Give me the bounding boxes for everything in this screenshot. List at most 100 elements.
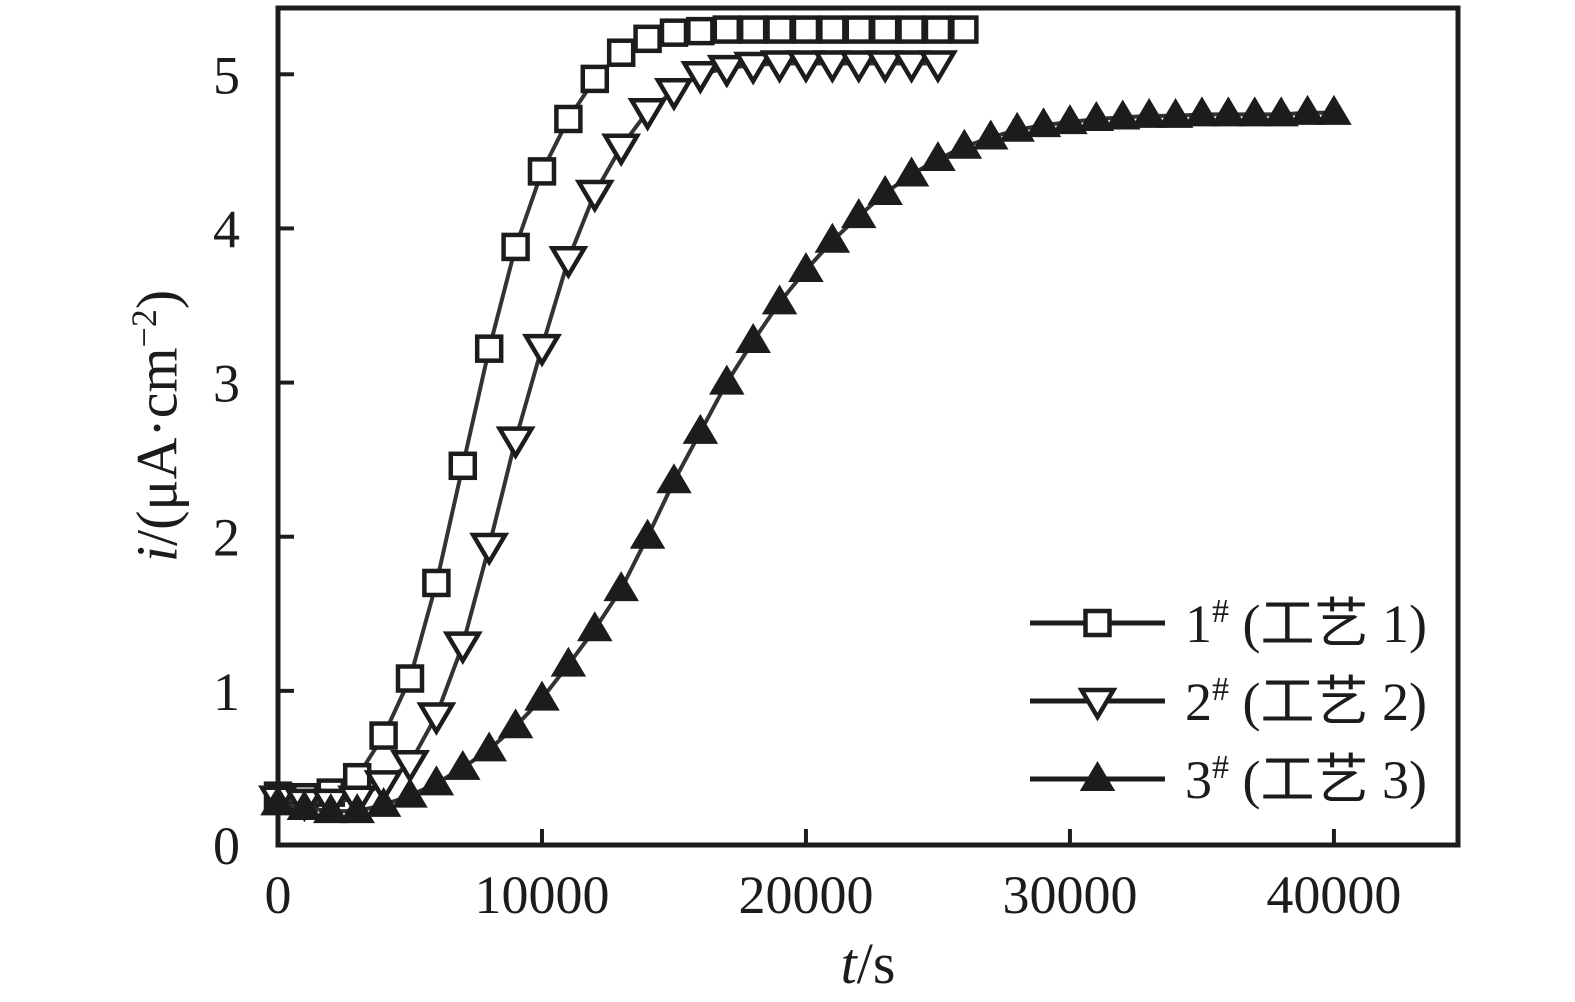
series-3-marker [867, 175, 903, 205]
series-3-marker [286, 790, 323, 821]
series-3-marker [709, 364, 745, 395]
y-tick-label-3: 3 [213, 354, 240, 414]
y-tick-label-5: 5 [213, 45, 240, 105]
series-3-marker [735, 322, 771, 353]
series-1-marker [791, 15, 821, 44]
series-2-marker [469, 532, 510, 567]
series-3 [260, 94, 1352, 824]
series-3-marker [445, 749, 481, 780]
series-3-marker [920, 141, 956, 172]
series-3-markers [260, 94, 1352, 824]
legend-label-1: 1# (工艺 1) [1185, 593, 1427, 654]
series-2-marker [522, 333, 562, 368]
series-2-marker [891, 50, 932, 84]
series-3-marker [365, 786, 402, 817]
series-2-marker [654, 77, 694, 112]
y-tick-label-4: 4 [213, 199, 240, 259]
series-3-marker [682, 413, 719, 444]
plot-border [275, 5, 1461, 848]
series-2-marker [390, 750, 430, 784]
series-3-marker [1025, 107, 1062, 138]
series-3-marker [313, 793, 349, 824]
series-2-line [277, 61, 938, 804]
legend-marker-1 [1083, 608, 1112, 638]
series-3-marker [1184, 96, 1220, 127]
x-tick-label-10000: 10000 [474, 865, 609, 925]
series-2-marker [495, 426, 536, 461]
series-3-marker [629, 518, 666, 549]
series-3-marker [999, 111, 1035, 142]
series-3-marker [1104, 99, 1141, 130]
legend-marker-3 [1079, 761, 1116, 791]
series-3-marker [946, 128, 983, 159]
series-3-marker [418, 765, 455, 796]
series-3-marker [1210, 96, 1247, 127]
y-axis-title: i/(μA·cm−2) [124, 290, 191, 562]
series-3-marker [1078, 101, 1115, 131]
legend-item-2: 2# (工艺 2) [1030, 671, 1427, 732]
series-2-marker [442, 631, 483, 666]
series-1-marker [422, 568, 451, 598]
series-2-marker [416, 702, 457, 736]
series-1-marker [369, 721, 398, 750]
series-1-marker [474, 334, 504, 363]
series-2-marker [812, 50, 853, 84]
series-2-marker [627, 98, 668, 132]
x-tick-label-0: 0 [265, 865, 292, 925]
series-3-marker [339, 793, 375, 824]
series-3-marker [972, 119, 1009, 150]
series-1-marker [897, 15, 926, 44]
legend-marker-2 [1077, 687, 1118, 722]
series-2-marker [918, 50, 958, 84]
x-tick-label-20000: 20000 [738, 865, 873, 925]
series-3-marker [471, 731, 507, 762]
series-2-marker [865, 50, 906, 84]
series-2 [258, 50, 958, 823]
series-3-marker [814, 222, 851, 253]
series-2-marker [838, 50, 879, 84]
series-1-marker [686, 16, 715, 46]
series-3-marker [1052, 104, 1088, 135]
series-2-marker [601, 133, 642, 168]
series-1-marker [818, 15, 847, 44]
series-3-marker [1316, 94, 1352, 125]
series-1-marker [633, 24, 662, 54]
series-3-marker [656, 463, 692, 494]
series-2-marker [548, 246, 589, 280]
series-3-marker [788, 252, 824, 283]
series-1-marker [606, 38, 636, 67]
series-3-marker [841, 198, 877, 229]
y-axis-unit-pre: /(μA·cm [124, 347, 190, 547]
series-1-marker [554, 104, 583, 134]
series-3-marker [550, 646, 587, 677]
y-tick-label-0: 0 [213, 816, 240, 876]
series-1-marker [580, 64, 610, 94]
series-3-marker [1289, 94, 1326, 125]
series-2-marker [574, 179, 615, 214]
legend-item-3: 3# (工艺 3) [1030, 749, 1427, 810]
series-1-marker [870, 15, 900, 44]
series-3-marker [260, 785, 296, 816]
y-tick-label-2: 2 [213, 508, 240, 568]
series-1-marker [395, 664, 425, 693]
series-2-marker [706, 54, 747, 89]
series-3-marker [497, 708, 534, 739]
series-3-marker [603, 571, 639, 602]
series-1-marker [527, 157, 557, 186]
series-1-marker [738, 15, 768, 44]
legend-label-3: 3# (工艺 3) [1185, 749, 1427, 810]
series-3-marker [1157, 97, 1194, 128]
series-3-marker [761, 284, 798, 315]
x-axis-title: t/s [278, 930, 1458, 997]
series-1-marker [501, 232, 530, 262]
series-2-marker [680, 61, 721, 95]
x-tick-label-30000: 30000 [1002, 865, 1137, 925]
series-3-marker [1263, 96, 1299, 127]
series-2-marker [759, 50, 800, 84]
series-1-marker [448, 451, 478, 481]
series-1-marker [712, 15, 742, 44]
x-tick-label-40000: 40000 [1266, 865, 1401, 925]
series-1-marker [659, 18, 689, 47]
series-3-marker [1131, 97, 1167, 128]
